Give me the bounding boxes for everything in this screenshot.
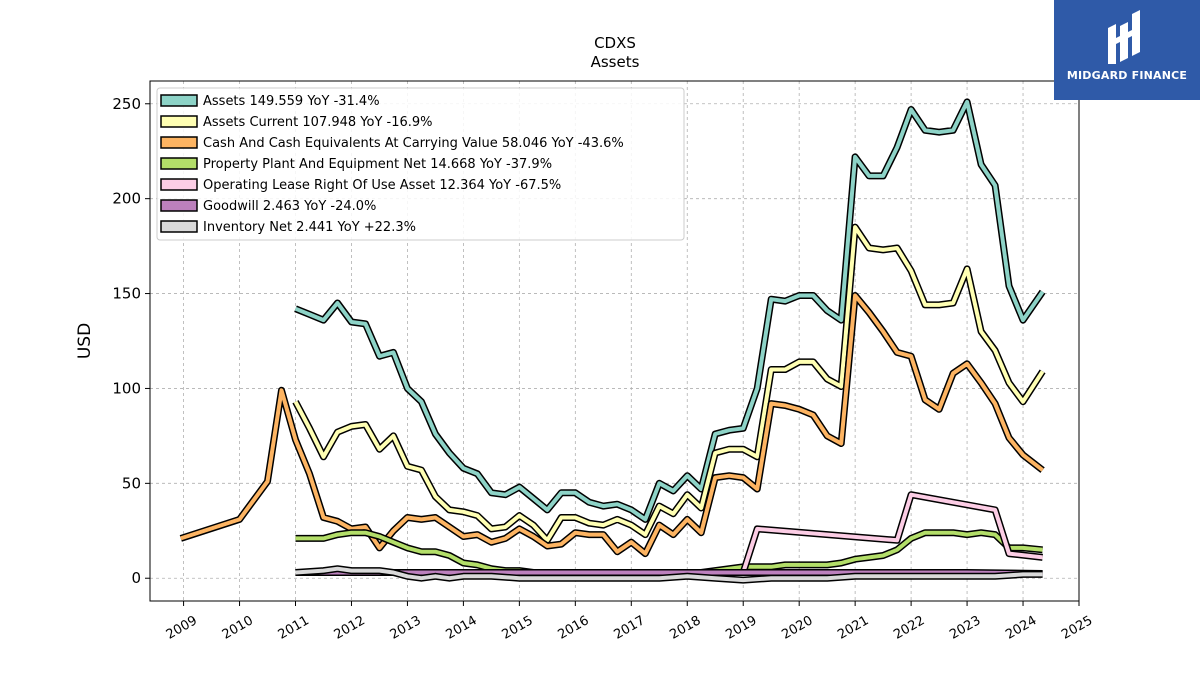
series-assets [294,98,1046,523]
legend-item: Property Plant And Equipment Net 14.668 … [160,157,552,172]
x-tick-label: 2025 [1059,613,1095,643]
x-axis-ticks: 2009 2010 2011 2012 2013 2014 2015 2016 2017 2018… [164,601,1095,643]
y-axis-label: USD [75,323,95,359]
x-tick-label: 2016 [555,613,591,643]
series-line [741,492,1043,574]
plot-frame [149,80,1080,602]
legend-swatch [160,115,198,128]
legend: Assets 149.559 YoY -31.4% Assets Current … [156,87,685,241]
x-tick-label: 2011 [276,613,312,643]
legend-item: Inventory Net 2.441 YoY +22.3% [160,220,416,235]
series-line [293,225,1045,543]
logo-mark-icon [1108,10,1140,64]
legend-label: Goodwill 2.463 YoY -24.0% [203,199,376,214]
x-tick-label: 2009 [164,613,200,643]
series-line [294,99,1045,522]
chart-title: CDXS [594,34,636,52]
x-tick-label: 2017 [611,613,647,643]
y-axis-ticks: 0 50 100 150 200 250 [112,95,150,587]
x-tick-label: 2013 [388,613,424,643]
legend-item: Assets 149.559 YoY -31.4% [160,94,380,109]
x-tick-label: 2021 [835,613,871,643]
legend-label: Operating Lease Right Of Use Asset 12.36… [203,178,561,193]
legend-label: Assets 149.559 YoY -31.4% [203,94,380,109]
legend-label: Inventory Net 2.441 YoY +22.3% [203,220,416,235]
legend-swatch [160,157,198,170]
legend-label: Assets Current 107.948 YoY -16.9% [203,115,433,130]
legend-swatch [160,94,198,107]
legend-item: Cash And Cash Equivalents At Carrying Va… [160,136,624,151]
y-tick-label: 50 [122,474,141,492]
legend-label: Property Plant And Equipment Net 14.668 … [203,157,552,172]
x-tick-label: 2012 [332,613,368,643]
x-tick-label: 2020 [779,613,815,643]
y-tick-label: 200 [112,190,141,208]
legend-swatch [160,220,198,233]
chart-subtitle: Assets [591,53,640,71]
x-tick-label: 2015 [500,613,536,643]
x-tick-label: 2014 [444,613,480,643]
x-tick-label: 2010 [220,613,256,643]
legend-label: Cash And Cash Equivalents At Carrying Va… [203,136,624,151]
legend-item: Goodwill 2.463 YoY -24.0% [160,199,376,214]
series-assets-current [292,223,1046,544]
brand-name: MIDGARD FINANCE [1066,69,1188,82]
legend-item: Assets Current 107.948 YoY -16.9% [160,115,433,130]
legend-item: Operating Lease Right Of Use Asset 12.36… [160,178,561,193]
legend-swatch [160,178,198,191]
series-operating-lease-right-of-use-asset [739,491,1043,574]
legend-swatch [160,199,198,212]
y-tick-label: 0 [131,569,141,587]
brand-logo: MIDGARD FINANCE [1054,0,1200,100]
x-tick-label: 2018 [667,613,703,643]
x-tick-label: 2024 [1003,613,1039,643]
x-tick-label: 2022 [891,613,927,643]
series-line [295,566,1043,583]
series-line [295,570,1043,576]
legend-box [156,87,685,241]
x-tick-label: 2023 [947,613,983,643]
y-tick-label: 150 [112,285,141,303]
legend-swatch [160,136,198,149]
x-tick-label: 2019 [723,613,759,643]
y-tick-label: 250 [112,95,141,113]
y-tick-label: 100 [112,379,141,397]
series-inventory-net [295,565,1043,584]
series-goodwill [295,569,1043,577]
series-lines [179,98,1046,584]
